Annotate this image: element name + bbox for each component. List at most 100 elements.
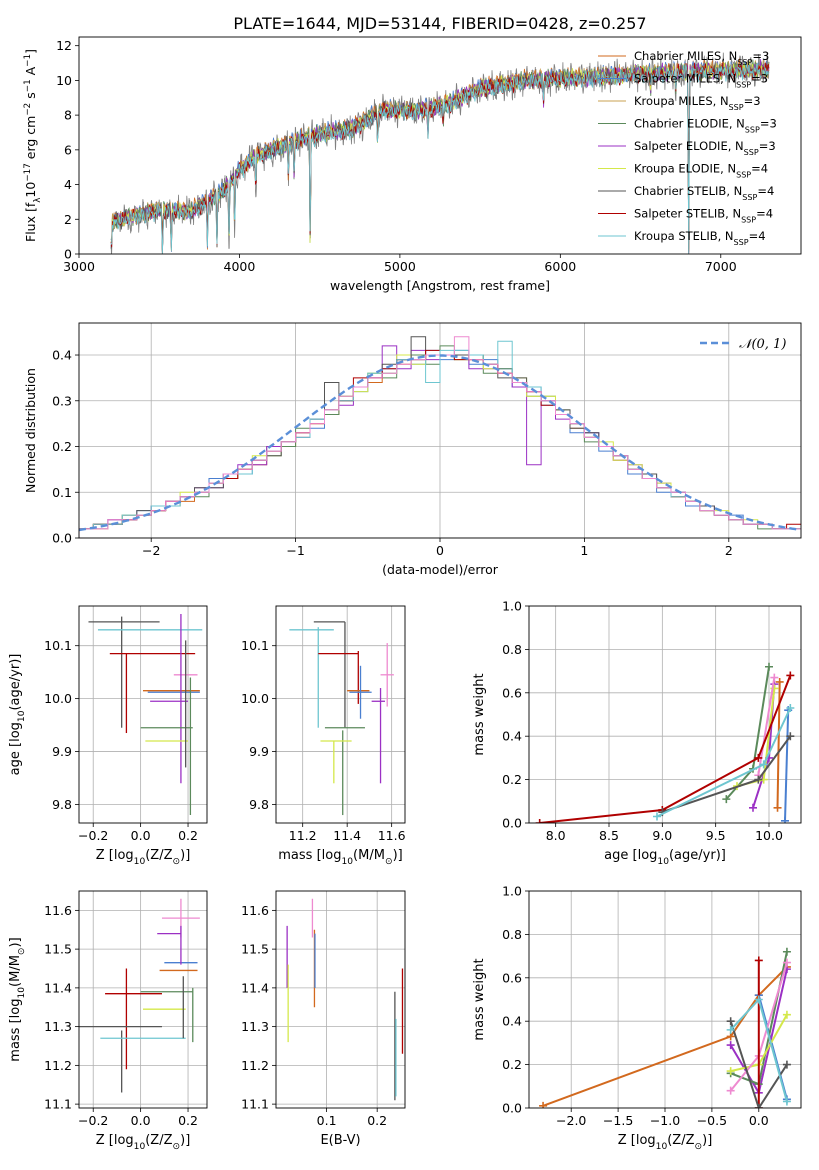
spectrum-legend: Chabrier MILES, NSSP=3 Salpeter MILES, NS… <box>598 49 777 247</box>
x-tick-label: 2 <box>725 543 733 558</box>
y-tick-label: 0.6 <box>502 685 522 700</box>
y-tick-label: 0.2 <box>502 772 522 787</box>
weight-marker <box>754 753 763 762</box>
y-tick-label: 2 <box>64 212 72 227</box>
x-axis-label: wavelength [Angstrom, rest frame] <box>330 278 550 293</box>
y-tick-label: 0.8 <box>502 927 522 942</box>
weight-marker <box>535 819 544 823</box>
spectrum-model-line <box>110 62 770 254</box>
chart-mass-vs-ebv: 0.1 0.2 11.1 11.2 11.3 11.4 11.5 11.6 E(B-V) <box>241 890 406 1148</box>
y-tick-label: 11.5 <box>44 942 72 957</box>
legend-label: 𝒩(0, 1) <box>739 337 786 352</box>
x-tick-label: 11.6 <box>378 828 406 843</box>
weight-marker <box>782 1010 791 1019</box>
weight-marker <box>653 812 661 821</box>
weight-marker <box>726 1067 735 1076</box>
weight-marker <box>782 1060 791 1069</box>
x-tick-label: 0.2 <box>367 1113 387 1128</box>
chart-weight-vs-age: 8.0 8.5 9.0 9.5 10.0 0.0 0.2 0.4 0.6 0.8 1.0 age [l… <box>472 599 802 867</box>
spectrum-model-line <box>110 62 770 254</box>
y-tick-label: 10.0 <box>44 691 72 706</box>
legend-label: Chabrier ELODIE, NSSP=3 <box>634 117 777 135</box>
x-tick-label: 6000 <box>544 259 576 274</box>
legend-label: Salpeter STELIB, NSSP=4 <box>634 207 773 225</box>
axes-frame <box>78 890 208 1109</box>
y-tick-label: 6 <box>64 142 72 157</box>
weight-marker <box>773 803 782 812</box>
chart-weight-vs-Z: −2.0 −1.5 −1.0 −0.5 0.0 0.0 0.2 0.4 0.6 0.8 1.0 Z [… <box>472 884 802 1152</box>
x-tick-label: −2 <box>142 543 160 558</box>
x-tick-label: −2.0 <box>556 1113 586 1128</box>
legend-label: Chabrier STELIB, NSSP=4 <box>634 184 774 202</box>
y-axis-label: mass [log10(M/M⊙)] <box>8 937 27 1061</box>
x-axis-label: E(B-V) <box>320 1133 360 1148</box>
x-tick-label: 0.0 <box>749 1113 769 1128</box>
weight-marker <box>539 1101 548 1108</box>
y-tick-label: 0.1 <box>52 485 72 500</box>
spectrum-model-line <box>110 58 770 252</box>
plot-area-spectrum <box>110 52 770 254</box>
weight-marker <box>759 760 768 769</box>
y-tick-label: 10.1 <box>44 638 72 653</box>
weight-marker <box>722 795 731 804</box>
axes-frame <box>275 605 406 824</box>
y-tick-label: 0.8 <box>502 642 522 657</box>
y-tick-label: 11.5 <box>241 942 269 957</box>
y-tick-label: 0.0 <box>52 531 72 546</box>
spectrum-model-line <box>110 60 770 254</box>
y-tick-label: 1.0 <box>502 599 522 614</box>
x-tick-label: 0.2 <box>178 1113 198 1128</box>
x-tick-label: 7000 <box>705 259 737 274</box>
x-axis-label: mass [log10(M/M⊙)] <box>278 848 402 867</box>
weight-series-line <box>539 675 792 823</box>
y-tick-label: 9.9 <box>52 744 72 759</box>
y-tick-label: 10 <box>56 73 72 88</box>
y-tick-label: 0.0 <box>502 1101 522 1116</box>
y-tick-label: 0.4 <box>52 348 72 363</box>
plot-area-weight-vs-age <box>529 606 801 823</box>
chart-age-vs-Z: −0.2 0.0 0.2 9.8 9.9 10.0 10.1 Z [log10(Z/Z⊙)] a… <box>8 605 208 867</box>
weight-series-line <box>784 710 790 821</box>
legend-label: Salpeter MILES, NSSP=3 <box>634 72 768 90</box>
y-axis-label: mass weight <box>472 673 487 755</box>
weight-marker <box>786 732 795 741</box>
legend-label: Kroupa ELODIE, NSSP=4 <box>634 162 768 180</box>
y-tick-label: 8 <box>64 108 72 123</box>
plot-area-age-vs-mass <box>276 606 405 823</box>
x-axis-label: Z [log10(Z/Z⊙)] <box>96 1133 191 1152</box>
x-tick-label: 0.2 <box>178 828 198 843</box>
x-tick-label: 0.1 <box>317 1113 337 1128</box>
figure-title: PLATE=1644, MJD=53144, FIBERID=0428, z=0… <box>233 14 646 33</box>
y-axis-label: Normed distribution <box>23 368 38 493</box>
x-tick-label: 9.0 <box>652 828 672 843</box>
axes-frame <box>78 36 802 255</box>
weight-marker <box>754 995 763 1004</box>
errorbar-point <box>349 665 372 719</box>
x-tick-label: 10.0 <box>755 828 783 843</box>
x-tick-label: 9.5 <box>706 828 726 843</box>
weight-marker <box>781 816 789 823</box>
x-tick-label: −0.5 <box>697 1113 727 1128</box>
y-tick-label: 11.2 <box>44 1058 72 1073</box>
plot-area-mass-vs-Z <box>79 891 207 1108</box>
y-tick-label: 11.3 <box>241 1019 269 1034</box>
y-tick-label: 1.0 <box>502 884 522 899</box>
chart-residuals: −2 −1 0 1 2 0.0 0.1 0.2 0.3 0.4 (data-model)/error… <box>23 322 802 577</box>
plot-area-residuals <box>79 323 801 538</box>
residual-legend: 𝒩(0, 1) <box>700 337 786 352</box>
x-tick-label: 11.2 <box>289 828 317 843</box>
x-tick-label: 8.5 <box>599 828 619 843</box>
x-axis-label: Z [log10(Z/Z⊙)] <box>96 848 191 867</box>
weight-marker <box>786 671 795 680</box>
legend-label: Kroupa STELIB, NSSP=4 <box>634 229 766 247</box>
weight-marker <box>775 677 784 686</box>
x-tick-label: −1.0 <box>650 1113 680 1128</box>
y-axis-label: age [log10(age/yr)] <box>8 654 27 776</box>
weight-series-line <box>729 1020 788 1108</box>
weight-marker <box>765 662 773 671</box>
legend-label: Kroupa MILES, NSSP=3 <box>634 94 761 112</box>
x-tick-label: 0.0 <box>131 1113 151 1128</box>
legend-label: Chabrier MILES, NSSP=3 <box>634 49 769 67</box>
y-tick-label: 10.0 <box>241 691 269 706</box>
